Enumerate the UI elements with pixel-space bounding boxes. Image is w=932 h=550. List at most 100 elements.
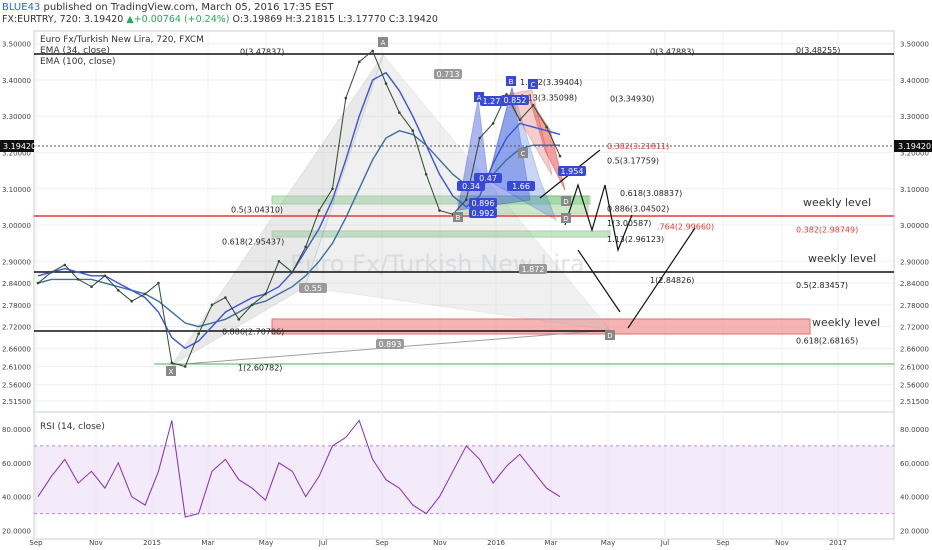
y-tick-left-11: 2.61000 [2, 363, 31, 371]
rsi-tick-right-3: 20.0000 [900, 528, 929, 536]
green-zone-2 [271, 230, 611, 238]
legend-rsi[interactable]: RSI (14, close) [40, 422, 105, 432]
point-label-bg-3 [474, 92, 484, 102]
ratio-label-4: 1.274 [483, 97, 506, 106]
y-tick-right-6: 2.90000 [900, 258, 929, 266]
price-badge-left [0, 140, 34, 152]
y-tick-left-5: 3.00000 [2, 222, 31, 230]
x-tick-3: Mar [201, 539, 214, 547]
legend-title: Euro Fx/Turkish New Lira, 720, FXCM [40, 35, 204, 45]
price-point [304, 245, 307, 249]
price-point [545, 125, 548, 129]
ratio-label-7: 1.66 [512, 182, 530, 191]
y-tick-left-6: 2.90000 [2, 258, 31, 266]
fib-level-label-2: 0(3.47883) [650, 47, 694, 56]
x-axis: Sep Nov 2015 Mar May Jul Sep Nov 2016 Mar May Jul Se… [29, 539, 847, 547]
price-point [424, 172, 428, 176]
price-badge-right [894, 140, 932, 152]
price-point [90, 285, 93, 288]
green-zone-1 [271, 195, 591, 205]
point-label-bg-4 [506, 76, 516, 86]
ratio-label-6: 0.47 [479, 174, 497, 183]
price-point [264, 292, 267, 296]
fib-level-label-0: 0(3.48255) [796, 46, 840, 55]
point-label-bg-1 [378, 37, 388, 47]
price-point [210, 303, 214, 307]
y-tick-right-1: 3.40000 [900, 77, 929, 85]
y-tick-left-13: 2.51500 [2, 398, 31, 406]
legend-ema34[interactable]: EMA (34, close) [40, 46, 110, 56]
x-tick-11: Jul [660, 539, 670, 547]
ratio-label-2: 1.872 [522, 265, 545, 274]
pattern-bcd [304, 53, 612, 331]
ratio-label-0: 0.713 [437, 70, 460, 79]
y-tick-left-4: 3.10000 [2, 186, 31, 194]
point-label-7: B [456, 214, 461, 222]
point-label-bg-9 [561, 213, 571, 223]
fib-level-label-18: 0.886(2.70706) [222, 327, 284, 336]
symbol-label: FX:EURTRY, 720 [2, 14, 78, 25]
y-tick-left-12: 2.56000 [2, 382, 31, 390]
author-name[interactable]: BLUE43 [2, 2, 41, 13]
legend-ema100[interactable]: EMA (100, close) [40, 57, 116, 67]
fib-level-label-4: 0(3.34930) [610, 94, 654, 103]
ratio-label-10: 1.954 [561, 167, 584, 176]
ratio-label-bg-9 [469, 208, 497, 218]
price-points [36, 49, 562, 368]
price-point [224, 296, 227, 299]
fib-level-label-15: 0.618(2.95437) [222, 238, 284, 247]
symbol-info: FX:EURTRY, 720: 3.19420 ▲+0.00764 (+0.24… [2, 14, 438, 25]
price-point [438, 209, 441, 212]
rsi-tick-right-2: 40.0000 [900, 494, 929, 502]
point-label-bg-7 [453, 212, 463, 222]
y-axis-right: 3.50000 3.40000 3.30000 3.20000 3.10000 3.000… [900, 41, 929, 406]
fib-level-label-20: 1(2.60782) [238, 363, 282, 372]
x-tick-12: Sep [716, 539, 730, 547]
weekly-level-3: weekly level [812, 316, 880, 329]
price-point [531, 104, 535, 107]
fib-level-label-9: 0.5(3.04310) [231, 205, 283, 214]
x-tick-2: 2015 [143, 539, 161, 547]
point-label-5: C [531, 81, 536, 89]
fib-level-label-5: 1.13(3.35098) [520, 94, 577, 103]
change-arrow-icon: ▲ [126, 14, 134, 25]
point-label-3: A [477, 94, 482, 102]
ratio-label-9: 0.992 [472, 209, 495, 218]
chart-frame [33, 30, 895, 540]
y-tick-right-10: 2.66000 [900, 345, 929, 353]
point-label-2: D [607, 332, 612, 340]
x-tick-10: May [601, 539, 615, 547]
rsi-axis-left: 80.0000 60.0000 40.0000 20.0000 [2, 426, 31, 536]
price-point [384, 82, 388, 85]
price-change: +0.00764 (+0.24%) [133, 14, 230, 25]
point-label-1: A [381, 39, 386, 47]
publish-info: BLUE43 published on TradingView.com, Mar… [2, 2, 333, 13]
fib-level-label-17: 0.5(2.83457) [796, 281, 848, 290]
price-point [465, 198, 468, 201]
y-tick-left-9: 2.72000 [2, 324, 31, 332]
y-tick-right-12: 2.56000 [900, 382, 929, 390]
y-tick-right-8: 2.78000 [900, 302, 929, 310]
published-text: published on TradingView.com, March 05, … [43, 2, 334, 13]
y-tick-right-9: 2.72000 [900, 324, 929, 332]
ratio-label-bg-2 [519, 264, 547, 274]
price-point [371, 49, 374, 53]
fib-levels: 0(3.48255) 0(3.47837) 0(3.47883) 1.272(3.39… [222, 46, 858, 372]
fib-level-label-6: 0.382(3.21811) [607, 142, 669, 151]
price-point [50, 270, 53, 274]
x-tick-6: Sep [375, 539, 389, 547]
ratio-label-bg-8 [469, 198, 497, 208]
y-tick-right-0: 3.50000 [900, 41, 929, 49]
price-point [183, 365, 187, 368]
price-point [331, 187, 334, 191]
y-tick-right-11: 2.61000 [900, 363, 929, 371]
x-tick-7: Nov [433, 539, 447, 547]
rsi-line [37, 419, 561, 518]
price-badge-left-text: 3.19420 [3, 142, 36, 151]
y-tick-right-7: 2.84000 [900, 280, 929, 288]
fib-level-label-12: 0.382(2.98749) [796, 226, 858, 235]
price-point [518, 118, 522, 122]
x-tick-5: Jul [318, 539, 328, 547]
